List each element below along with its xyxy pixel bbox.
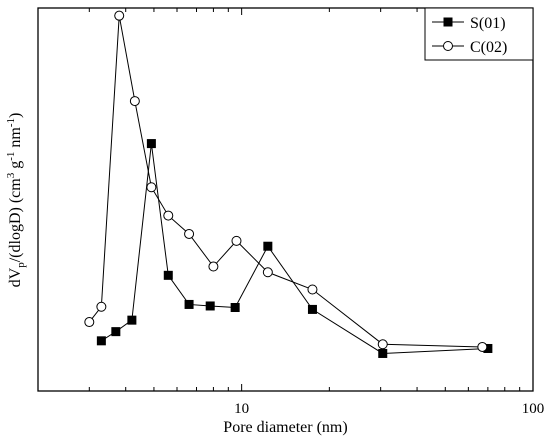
series-line [101,143,488,354]
data-point [163,210,174,221]
data-point [377,339,388,350]
legend-box [424,7,534,61]
x-tick-label: 100 [522,401,545,417]
data-point [230,303,240,313]
data-point [146,182,157,193]
legend-marker [443,17,453,27]
data-point [263,241,273,251]
data-point [96,336,106,346]
plot-frame [37,7,534,392]
data-point [307,304,317,314]
data-point [262,267,273,278]
data-point [378,348,388,358]
data-point [477,341,488,352]
legend: S(01) C(02) [424,7,534,61]
series-1 [96,139,493,358]
data-point [307,284,318,295]
legend-entry: C(02) [432,39,507,56]
series-layer [84,10,493,358]
data-point [111,327,121,337]
data-point [184,299,194,309]
x-axis-label: Pore diameter (nm) [223,419,347,436]
data-point [96,301,107,312]
series-2 [84,10,488,352]
data-point [146,139,156,149]
legend-entry: S(01) [432,15,506,32]
x-tick-labels: 10 100 [234,401,544,417]
legend-label: C(02) [470,39,507,56]
data-point [231,235,242,246]
data-point [184,228,195,239]
data-point [114,10,125,21]
data-point [208,261,219,272]
x-tick-label: 10 [234,401,249,417]
data-point [205,301,215,311]
data-point [163,270,173,280]
x-axis-ticks [37,8,521,391]
legend-marker [443,41,453,51]
legend-label: S(01) [470,15,506,32]
data-point [84,317,95,328]
data-point [127,315,137,325]
data-point [129,96,140,107]
y-axis-label: dVp/(dlogD) (cm3 g-1 nm-1) [5,113,27,288]
series-line [88,15,483,348]
